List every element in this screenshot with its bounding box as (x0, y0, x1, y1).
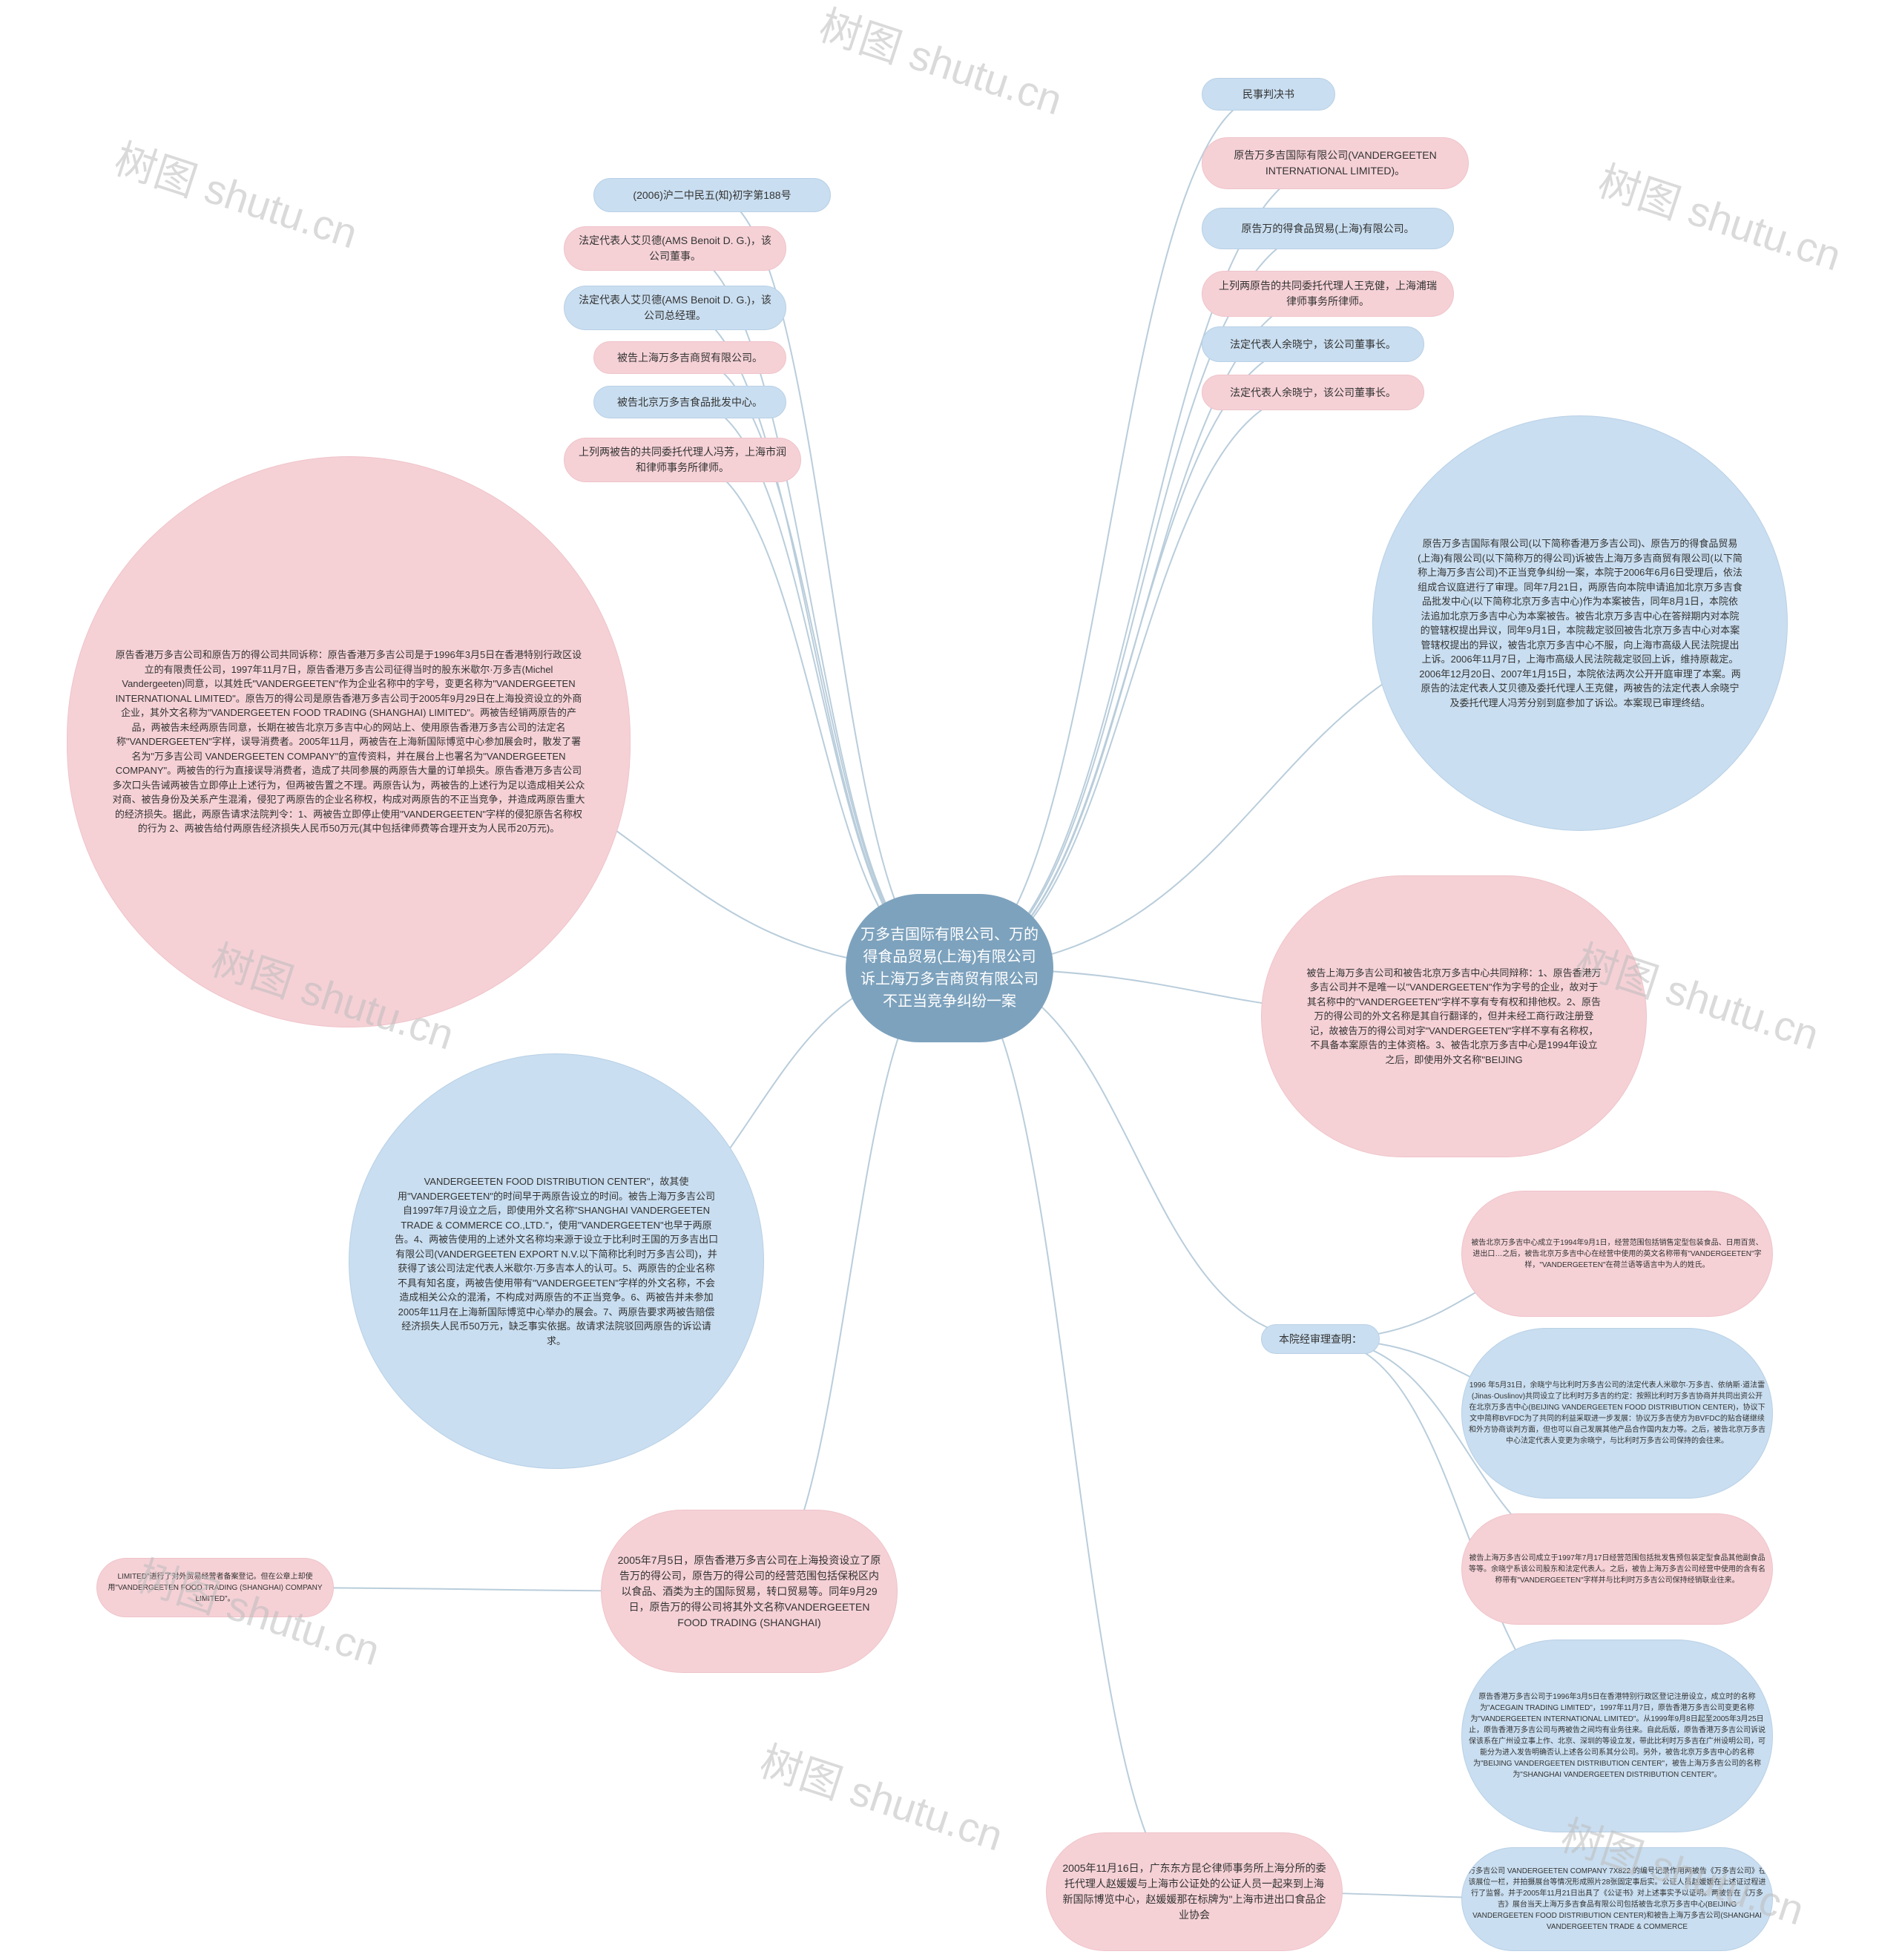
big-blue-left-mid-label: VANDERGEETEN FOOD DISTRIBUTION CENTER"，故… (394, 1174, 719, 1348)
tiny-right-4: 万多吉公司 VANDERGEETEN COMPANY 7X822 的编号记录作用… (1461, 1847, 1773, 1951)
right-small-3: 上列两原告的共同委托代理人王克健，上海浦瑞律师事务所律师。 (1202, 271, 1454, 317)
right-small-4-label: 法定代表人余晓宁，该公司董事长。 (1216, 337, 1410, 352)
section-label: 本院经审理查明： (1261, 1324, 1380, 1354)
right-small-5-label: 法定代表人余晓宁，该公司董事长。 (1216, 385, 1410, 401)
edge (682, 460, 950, 968)
center-node: 万多吉国际有限公司、万的得食品贸易(上海)有限公司诉上海万多吉商贸有限公司不正当… (846, 894, 1053, 1042)
right-small-5: 法定代表人余晓宁，该公司董事长。 (1202, 375, 1424, 410)
pink-bottom-center: 2005年11月16日，广东东方昆仑律师事务所上海分所的委托代理人赵媛媛与上海市… (1046, 1832, 1343, 1951)
left-small-0-label: (2006)沪二中民五(知)初字第188号 (608, 188, 817, 203)
left-small-4-label: 被告北京万多吉食品批发中心。 (608, 395, 772, 410)
right-small-3-label: 上列两原告的共同委托代理人王克健，上海浦瑞律师事务所律师。 (1216, 278, 1440, 309)
center-node-label: 万多吉国际有限公司、万的得食品贸易(上海)有限公司诉上海万多吉商贸有限公司不正当… (859, 924, 1040, 1013)
left-small-1-label: 法定代表人艾贝德(AMS Benoit D. G.)，该公司董事。 (578, 233, 772, 264)
watermark-6: 树图 shutu.cn (754, 1729, 1012, 1864)
tiny-pink-left-bottom: LIMITED"进行了对外贸易经营者备案登记。但在公章上却使用"VANDERGE… (96, 1558, 334, 1617)
big-pink-left: 原告香港万多吉公司和原告万的得公司共同诉称：原告香港万多吉公司是于1996年3月… (67, 456, 631, 1027)
tiny-right-2-label: 被告上海万多吉公司成立于1997年7月17日经营范围包括批发售预包装定型食品其他… (1468, 1553, 1766, 1586)
right-small-1: 原告万多吉国际有限公司(VANDERGEETEN INTERNATIONAL L… (1202, 137, 1469, 189)
tiny-right-0-label: 被告北京万多吉中心成立于1994年9月1日，经营范围包括销售定型包装食品、日用百… (1468, 1237, 1766, 1271)
big-blue-left-mid: VANDERGEETEN FOOD DISTRIBUTION CENTER"，故… (349, 1053, 764, 1469)
right-small-0: 民事判决书 (1202, 78, 1335, 111)
tiny-right-0: 被告北京万多吉中心成立于1994年9月1日，经营范围包括销售定型包装食品、日用百… (1461, 1191, 1773, 1317)
tiny-right-2: 被告上海万多吉公司成立于1997年7月17日经营范围包括批发售预包装定型食品其他… (1461, 1513, 1773, 1625)
left-small-0: (2006)沪二中民五(知)初字第188号 (593, 178, 831, 212)
watermark-1: 树图 shutu.cn (813, 0, 1071, 127)
pink-left-bottom-label: 2005年7月5日，原告香港万多吉公司在上海投资设立了原告万的得公司，原告万的得… (615, 1553, 883, 1631)
right-small-2-label: 原告万的得食品贸易(上海)有限公司。 (1216, 221, 1440, 237)
tiny-right-3-label: 原告香港万多吉公司于1996年3月5日在香港特别行政区登记注册设立，成立时的名称… (1468, 1691, 1766, 1780)
left-small-3: 被告上海万多吉商贸有限公司。 (593, 341, 786, 374)
left-small-2-label: 法定代表人艾贝德(AMS Benoit D. G.)，该公司总经理。 (578, 292, 772, 323)
edge (690, 402, 950, 968)
left-small-2: 法定代表人艾贝德(AMS Benoit D. G.)，该公司总经理。 (564, 286, 786, 330)
section-label-label: 本院经审理查明： (1275, 1332, 1366, 1347)
left-small-5-label: 上列两被告的共同委托代理人冯芳，上海市润和律师事务所律师。 (578, 444, 787, 476)
edge (950, 392, 1313, 968)
tiny-right-4-label: 万多吉公司 VANDERGEETEN COMPANY 7X822 的编号记录作用… (1468, 1866, 1766, 1933)
left-small-3-label: 被告上海万多吉商贸有限公司。 (608, 350, 772, 366)
edge (950, 968, 1194, 1892)
left-small-4: 被告北京万多吉食品批发中心。 (593, 386, 786, 418)
tiny-pink-left-bottom-label: LIMITED"进行了对外贸易经营者备案登记。但在公章上却使用"VANDERGE… (103, 1571, 327, 1605)
left-small-5: 上列两被告的共同委托代理人冯芳，上海市润和律师事务所律师。 (564, 438, 801, 482)
big-blue-right-top: 原告万多吉国际有限公司(以下简称香港万多吉公司)、原告万的得食品贸易(上海)有限… (1372, 415, 1788, 831)
right-small-4: 法定代表人余晓宁，该公司董事长。 (1202, 326, 1424, 362)
watermark-2: 树图 shutu.cn (1592, 148, 1850, 283)
edge (749, 968, 950, 1591)
pink-right-mid-label: 被告上海万多吉公司和被告北京万多吉中心共同辩称：1、原告香港万多吉公司并不是唯一… (1306, 966, 1602, 1068)
big-blue-right-top-label: 原告万多吉国际有限公司(以下简称香港万多吉公司)、原告万的得食品贸易(上海)有限… (1418, 536, 1742, 710)
tiny-right-1: 1996 年5月31日，余晓宁与比利时万多吉公司的法定代表人米歇尔·万多吉、依纳… (1461, 1328, 1773, 1499)
big-pink-left-label: 原告香港万多吉公司和原告万的得公司共同诉称：原告香港万多吉公司是于1996年3月… (112, 648, 585, 836)
tiny-right-3: 原告香港万多吉公司于1996年3月5日在香港特别行政区登记注册设立，成立时的名称… (1461, 1640, 1773, 1832)
left-small-1: 法定代表人艾贝德(AMS Benoit D. G.)，该公司董事。 (564, 226, 786, 271)
pink-right-mid: 被告上海万多吉公司和被告北京万多吉中心共同辩称：1、原告香港万多吉公司并不是唯一… (1261, 875, 1647, 1157)
tiny-right-1-label: 1996 年5月31日，余晓宁与比利时万多吉公司的法定代表人米歇尔·万多吉、依纳… (1468, 1380, 1766, 1447)
right-small-1-label: 原告万多吉国际有限公司(VANDERGEETEN INTERNATIONAL L… (1216, 148, 1455, 179)
watermark-0: 树图 shutu.cn (108, 126, 366, 261)
pink-bottom-center-label: 2005年11月16日，广东东方昆仑律师事务所上海分所的委托代理人赵媛媛与上海市… (1060, 1861, 1329, 1923)
right-small-2: 原告万的得食品贸易(上海)有限公司。 (1202, 208, 1454, 249)
edge (950, 344, 1313, 968)
right-small-0-label: 民事判决书 (1216, 87, 1321, 102)
pink-left-bottom: 2005年7月5日，原告香港万多吉公司在上海投资设立了原告万的得公司，原告万的得… (601, 1510, 898, 1673)
